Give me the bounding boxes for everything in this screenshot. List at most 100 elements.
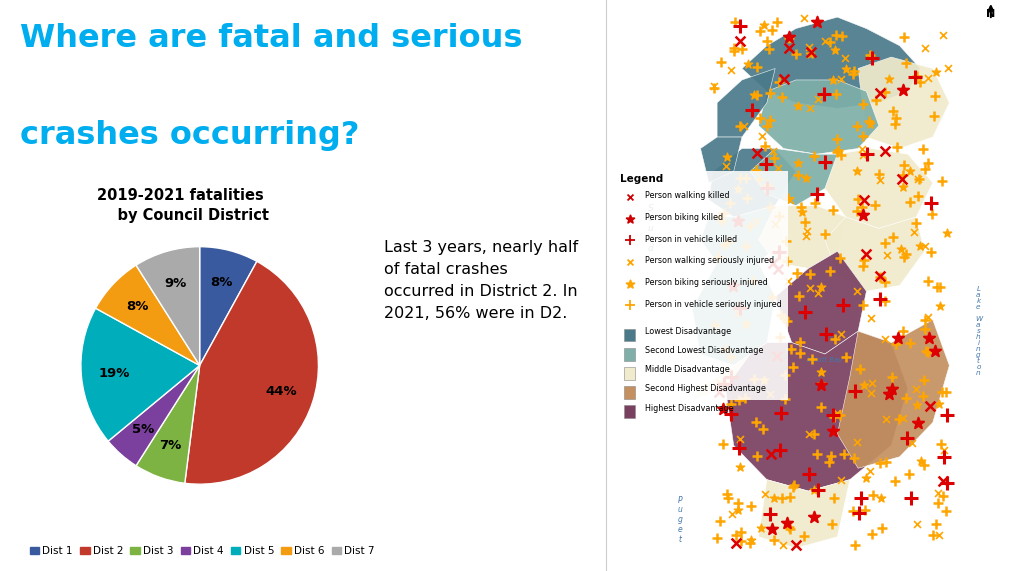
Point (913, 456, 930, 465)
FancyBboxPatch shape (624, 367, 636, 380)
Point (847, 541, 863, 550)
Point (878, 278, 894, 287)
Text: 8%: 8% (126, 300, 148, 313)
Point (724, 510, 740, 519)
Point (779, 518, 796, 528)
Text: crashes occurring?: crashes occurring? (20, 120, 360, 151)
Point (740, 59, 757, 69)
Point (833, 476, 849, 485)
Point (829, 408, 846, 417)
Point (838, 65, 854, 74)
Point (778, 236, 795, 246)
Point (716, 379, 732, 388)
Point (896, 160, 912, 169)
Point (806, 152, 822, 161)
Point (854, 202, 870, 211)
Point (878, 296, 894, 305)
Polygon shape (700, 137, 742, 183)
Point (726, 46, 742, 55)
Point (723, 410, 739, 419)
Point (816, 89, 833, 98)
Point (812, 380, 828, 389)
Point (763, 449, 779, 459)
Point (757, 21, 773, 30)
Point (781, 43, 798, 53)
Point (822, 37, 839, 46)
Point (939, 411, 955, 420)
Point (739, 194, 756, 203)
Point (895, 182, 911, 191)
Point (716, 208, 732, 218)
Point (707, 83, 723, 93)
Point (764, 525, 780, 534)
Point (855, 210, 871, 219)
Point (825, 75, 842, 85)
Point (918, 346, 934, 355)
Point (936, 452, 952, 461)
Point (802, 103, 818, 112)
Point (849, 438, 865, 447)
Point (775, 541, 792, 550)
Point (871, 175, 888, 184)
Point (772, 446, 788, 455)
Point (894, 171, 910, 180)
Point (723, 66, 739, 75)
Point (849, 122, 865, 131)
Point (916, 241, 933, 250)
Point (712, 379, 728, 388)
Point (890, 334, 906, 343)
Polygon shape (717, 69, 775, 137)
Point (857, 250, 873, 259)
Point (826, 335, 843, 344)
Point (757, 489, 773, 498)
Point (731, 462, 748, 471)
Point (825, 205, 842, 214)
Point (935, 476, 951, 485)
Point (891, 414, 907, 423)
Point (881, 75, 897, 84)
Point (766, 493, 782, 502)
Point (787, 49, 804, 58)
Point (759, 121, 775, 130)
Point (920, 158, 936, 167)
Wedge shape (109, 365, 200, 466)
Point (728, 538, 744, 547)
Point (887, 120, 903, 129)
Point (773, 408, 790, 417)
Point (762, 203, 778, 212)
Point (825, 410, 842, 419)
Point (889, 143, 905, 152)
Point (930, 489, 946, 498)
Point (733, 536, 750, 545)
Point (715, 404, 731, 413)
Point (791, 292, 807, 301)
Point (871, 170, 888, 179)
Point (737, 394, 754, 403)
Point (802, 283, 818, 292)
Point (916, 324, 933, 333)
Point (792, 348, 808, 357)
Point (828, 135, 845, 144)
Point (711, 213, 727, 222)
Point (764, 292, 780, 301)
Text: Second Highest Disadvantage: Second Highest Disadvantage (644, 384, 765, 393)
Point (729, 185, 745, 194)
Point (707, 321, 723, 330)
Point (751, 174, 767, 183)
Point (810, 288, 826, 297)
Point (722, 372, 738, 381)
Point (849, 166, 865, 175)
Point (749, 63, 765, 72)
Point (858, 150, 874, 159)
Point (769, 351, 785, 360)
Point (914, 392, 931, 401)
Point (833, 329, 849, 338)
Point (849, 194, 865, 203)
Point (852, 364, 868, 373)
Point (759, 181, 775, 190)
Point (796, 13, 812, 22)
Point (935, 31, 951, 40)
Text: Where are fatal and serious: Where are fatal and serious (20, 23, 523, 54)
Text: 19%: 19% (99, 367, 130, 380)
Point (752, 114, 768, 123)
